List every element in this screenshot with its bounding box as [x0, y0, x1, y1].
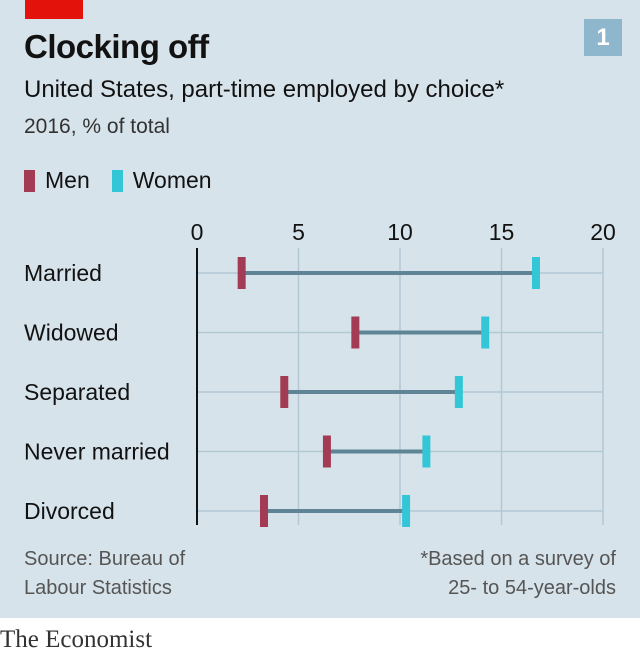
x-tick-label: 10 — [387, 219, 413, 245]
source-note: Source: Bureau of Labour Statistics — [24, 545, 185, 603]
economist-logo-text: The Economist — [0, 626, 153, 653]
marker-women — [454, 376, 463, 408]
marker-men — [351, 316, 360, 349]
legend-swatch-men — [24, 169, 35, 192]
source-line-1: Source: Bureau of — [24, 548, 186, 570]
legend-item-women: Women — [111, 167, 212, 194]
marker-men — [280, 376, 289, 408]
marker-women — [532, 257, 541, 289]
marker-women — [402, 495, 411, 527]
chart-title: Clocking off — [24, 28, 209, 65]
chart-panel — [0, 0, 640, 618]
legend-item-men: Men — [24, 167, 90, 194]
marker-men — [322, 435, 331, 468]
chart-unit-label: 2016, % of total — [24, 115, 170, 138]
marker-men — [259, 495, 268, 527]
legend-swatch-women — [111, 169, 123, 192]
x-tick-label: 20 — [590, 219, 616, 245]
x-tick-label: 15 — [489, 219, 515, 245]
category-label: Widowed — [24, 320, 119, 346]
legend-label-women: Women — [132, 167, 212, 193]
footnote: *Based on a survey of 25- to 54-year-old… — [420, 545, 616, 603]
category-label: Divorced — [24, 498, 115, 524]
chart-number-badge: 1 — [584, 19, 622, 56]
chart-subtitle: United States, part-time employed by cho… — [24, 76, 505, 103]
legend-label-men: Men — [45, 167, 90, 193]
marker-men — [237, 257, 246, 289]
footnote-line-2: 25- to 54-year-olds — [448, 577, 616, 599]
x-tick-label: 0 — [191, 219, 204, 245]
legend: Men Women — [24, 167, 234, 194]
brand-red-tag — [25, 0, 83, 19]
category-label: Married — [24, 260, 102, 286]
category-label: Separated — [24, 379, 130, 405]
x-tick-label: 5 — [292, 219, 305, 245]
marker-women — [422, 435, 431, 468]
category-label: Never married — [24, 439, 170, 465]
footnote-line-1: *Based on a survey of — [420, 548, 616, 570]
marker-women — [481, 316, 490, 349]
dumbbell-chart: 0 5 10 15 20 Married Widowed Separated Never mar… — [24, 219, 616, 527]
source-line-2: Labour Statistics — [24, 577, 172, 599]
